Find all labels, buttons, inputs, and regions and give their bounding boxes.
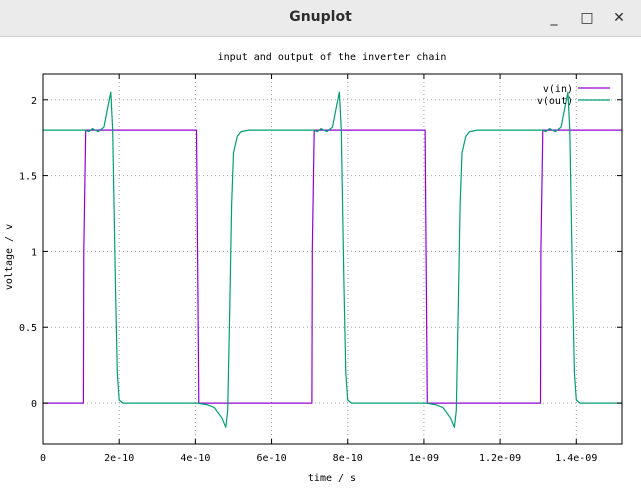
x-tick-label: 8e-10 [333, 453, 363, 464]
minimize-button[interactable]: _ [544, 8, 564, 28]
chart-title: input and output of the inverter chain [218, 52, 447, 63]
legend-label: v(out) [537, 96, 573, 107]
y-axis-label: voltage / v [4, 224, 15, 290]
x-tick-label: 2e-10 [104, 453, 134, 464]
y-tick-label: 0.5 [19, 323, 37, 334]
plot-area: input and output of the inverter chain t… [0, 37, 641, 489]
series-lines [43, 91, 622, 428]
plot-frame [42, 73, 623, 445]
line-chart: input and output of the inverter chain t… [4, 52, 623, 484]
y-tick-label: 0 [31, 399, 37, 410]
minimize-icon: _ [550, 10, 558, 26]
x-tick-label: 0 [40, 453, 46, 464]
y-tick-label: 1 [31, 247, 37, 258]
maximize-button[interactable]: □ [577, 8, 597, 28]
y-tick-label: 2 [31, 96, 37, 107]
x-tick-label: 6e-10 [256, 453, 286, 464]
close-icon: ✕ [613, 10, 625, 26]
close-button[interactable]: ✕ [609, 8, 629, 28]
axis-ticks: 0 2e-10 4e-10 6e-10 8e-10 1e-09 1.2e-09 1.4e-09… [19, 74, 622, 464]
window-titlebar: Gnuplot _ □ ✕ [0, 0, 641, 37]
series-line-v-in [43, 129, 622, 404]
legend: v(in)v(out) [537, 84, 610, 107]
series-line-v-out [43, 91, 622, 428]
x-tick-label: 4e-10 [180, 453, 210, 464]
x-tick-label: 1.2e-09 [479, 453, 521, 464]
x-axis-label: time / s [308, 473, 356, 484]
window-title: Gnuplot [289, 9, 352, 25]
x-tick-label: 1.4e-09 [555, 453, 597, 464]
y-tick-label: 1.5 [19, 172, 37, 183]
legend-label: v(in) [543, 84, 573, 95]
x-tick-label: 1e-09 [409, 453, 439, 464]
maximize-icon: □ [580, 10, 594, 26]
